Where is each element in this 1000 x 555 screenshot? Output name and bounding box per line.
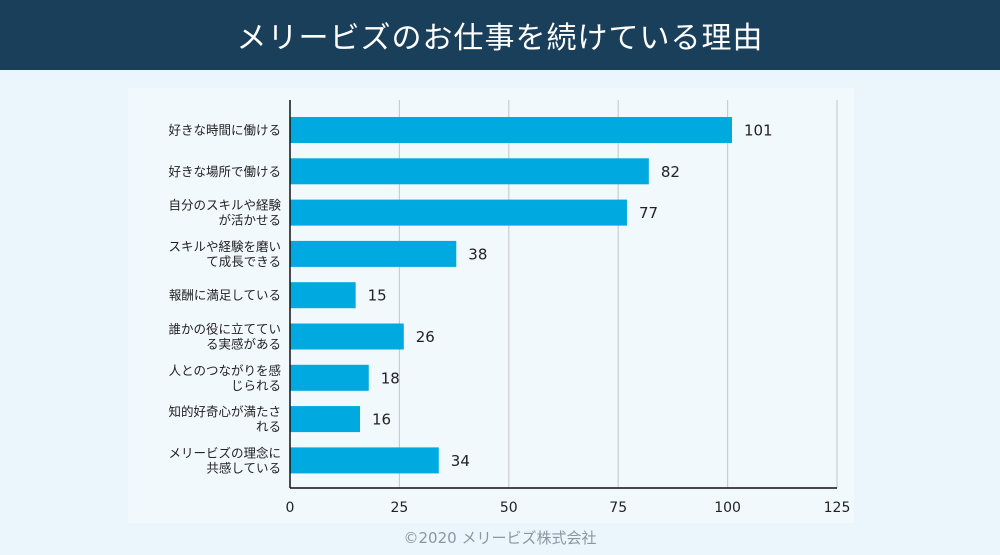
data-label: 18 <box>381 369 400 387</box>
bar <box>290 282 356 309</box>
category-label: 共感している <box>206 460 281 475</box>
category-label: じられる <box>231 378 281 393</box>
x-tick-label: 50 <box>500 500 518 516</box>
data-label: 77 <box>639 204 658 222</box>
x-tick-label: 100 <box>714 500 741 516</box>
category-label: れる <box>256 419 281 434</box>
category-label: 自分のスキルや経験 <box>168 198 281 213</box>
bar <box>290 364 369 391</box>
category-label: スキルや経験を磨い <box>168 239 281 254</box>
bar <box>290 406 361 433</box>
data-label: 38 <box>468 245 487 263</box>
category-label: メリービズの理念に <box>168 445 281 460</box>
x-tick-label: 25 <box>390 500 408 516</box>
data-label: 34 <box>451 452 470 470</box>
category-label: て成長できる <box>206 254 281 269</box>
bar <box>290 447 439 474</box>
page-title: メリービズのお仕事を続けている理由 <box>236 21 764 56</box>
x-tick-label: 75 <box>609 500 627 516</box>
data-label: 26 <box>416 328 435 346</box>
x-tick-label: 125 <box>824 500 851 516</box>
category-label: 好きな場所で働ける <box>168 164 281 179</box>
bar <box>290 323 404 350</box>
bar <box>290 117 732 143</box>
data-label: 16 <box>372 411 391 429</box>
copyright-text: ©2020 メリービズ株式会社 <box>403 529 597 547</box>
data-label: 101 <box>744 122 773 140</box>
category-label: が活かせる <box>218 213 281 228</box>
data-label: 15 <box>368 287 387 305</box>
bar <box>290 158 649 185</box>
data-label: 82 <box>661 163 680 181</box>
x-tick-label: 0 <box>286 500 295 516</box>
header-banner: メリービズのお仕事を続けている理由 <box>0 0 1000 70</box>
category-label: 知的好奇心が満たさ <box>168 404 281 419</box>
category-label: 人とのつながりを感 <box>169 363 281 378</box>
category-label: る実感がある <box>206 337 281 352</box>
bar <box>290 199 627 226</box>
bar <box>290 240 457 267</box>
category-label: 誰かの役に立ててい <box>168 322 281 337</box>
category-label: 好きな時間に働ける <box>168 123 281 138</box>
category-label: 報酬に満足している <box>169 288 281 303</box>
